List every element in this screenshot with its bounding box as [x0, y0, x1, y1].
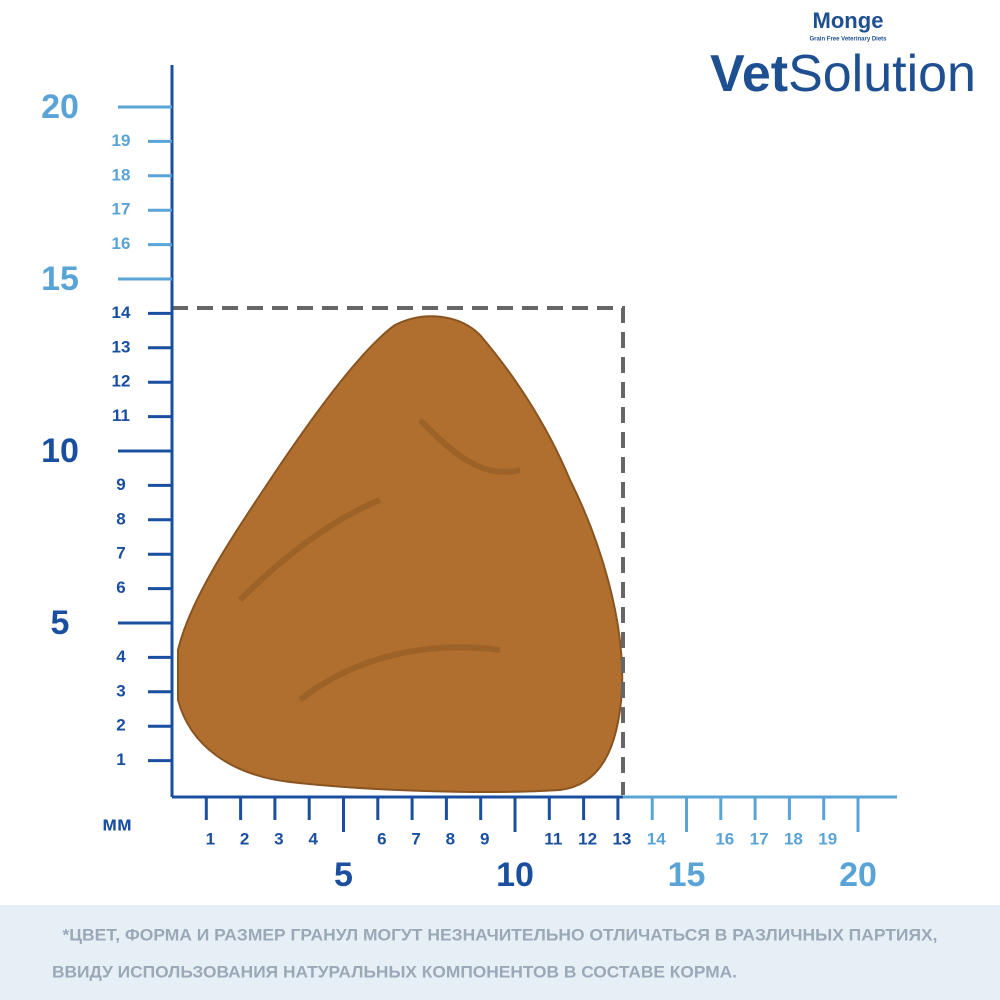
brand-product-light: Solution [788, 45, 976, 103]
ruler-label: 8 [116, 509, 125, 528]
ruler-label: 17 [750, 829, 769, 848]
ruler-label: 14 [647, 829, 666, 848]
ruler-label: 10 [41, 432, 79, 470]
ruler-label: 15 [668, 856, 706, 894]
ruler-label: 10 [496, 856, 534, 894]
unit-label: мм [102, 813, 132, 835]
size-frame [172, 306, 625, 795]
ruler-label: 14 [112, 303, 131, 322]
ruler-label: 7 [116, 544, 125, 563]
kibble-texture [237, 417, 521, 703]
ruler-label: 7 [411, 829, 420, 848]
ruler-label: 20 [839, 856, 877, 894]
ruler-label: 15 [41, 260, 79, 298]
ruler-label: 16 [715, 829, 734, 848]
brand-product-bold: Vet [710, 45, 788, 103]
ruler-label: 11 [544, 829, 562, 848]
ruler-label: 19 [818, 829, 837, 848]
ruler-label: 12 [112, 372, 131, 391]
brand-tagline: Grain Free Veterinary Diets [809, 37, 887, 43]
ruler-label: 11 [112, 406, 130, 425]
ruler-label: 9 [116, 475, 125, 494]
ruler-label: 9 [480, 829, 489, 848]
ruler-label: 3 [116, 681, 125, 700]
ruler-label: 1 [206, 829, 215, 848]
ruler-label: 4 [308, 829, 318, 848]
brand-product: VetSolution [710, 45, 976, 103]
ruler-label: 5 [51, 604, 70, 642]
ruler-label: 5 [334, 856, 353, 894]
ruler-label: 4 [116, 647, 126, 666]
ruler-label: 18 [784, 829, 803, 848]
ruler-label: 1 [116, 750, 125, 769]
ruler-label: 20 [41, 88, 79, 126]
ruler-label: 2 [116, 716, 125, 735]
kibble-photo [177, 315, 624, 793]
ruler-label: 16 [112, 234, 131, 253]
footnote-line: *ЦВЕТ, ФОРМА И РАЗМЕР ГРАНУЛ МОГУТ НЕЗНА… [63, 925, 938, 944]
ruler-label: 13 [112, 337, 131, 356]
footnote-line: ВВИДУ ИСПОЛЬЗОВАНИЯ НАТУРАЛЬНЫХ КОМПОНЕН… [52, 962, 737, 981]
footnote-band [0, 905, 1000, 1000]
ruler-label: 12 [578, 829, 597, 848]
ruler-label: 13 [612, 829, 631, 848]
ruler-label: 8 [446, 829, 455, 848]
ruler-label: 3 [274, 829, 283, 848]
ruler-label: 18 [112, 165, 131, 184]
ruler-label: 19 [112, 131, 131, 150]
ruler-label: 17 [112, 200, 131, 219]
ruler-label: 6 [116, 578, 125, 597]
ruler-label: 2 [240, 829, 249, 848]
ruler-label: 6 [377, 829, 386, 848]
brand-maker: Monge [813, 8, 884, 33]
